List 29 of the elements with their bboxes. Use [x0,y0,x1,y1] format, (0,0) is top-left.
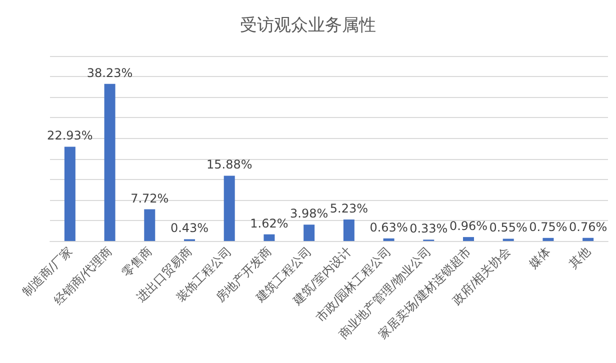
bar [104,84,116,241]
x-tick-label: 媒体 [526,244,554,271]
data-label: 22.93% [47,128,93,143]
bar [542,238,554,241]
chart-title: 受访观众业务属性 [240,16,376,36]
data-label: 0.96% [449,219,488,234]
data-label: 0.33% [410,222,448,236]
data-label: 7.72% [130,191,169,206]
x-tick-label: 其他 [566,244,594,271]
data-label: 0.76% [569,220,608,234]
data-label: 15.88% [206,158,252,172]
data-label: 0.55% [489,220,528,235]
bar [304,224,315,241]
bar [64,146,76,241]
data-label: 0.75% [529,220,568,234]
bar [144,209,156,241]
data-label: 38.23% [86,66,133,80]
bar [582,238,594,241]
bar [224,176,235,241]
data-label: 5.23% [330,202,368,216]
data-label: 3.98% [290,206,328,221]
bar [264,234,275,241]
data-label: 0.63% [370,220,408,234]
bar [343,220,354,241]
x-tick-label: 零售商 [119,244,155,280]
bar [383,238,394,241]
data-label: 1.62% [250,216,288,230]
data-label: 0.43% [170,221,209,236]
bar [463,237,474,241]
